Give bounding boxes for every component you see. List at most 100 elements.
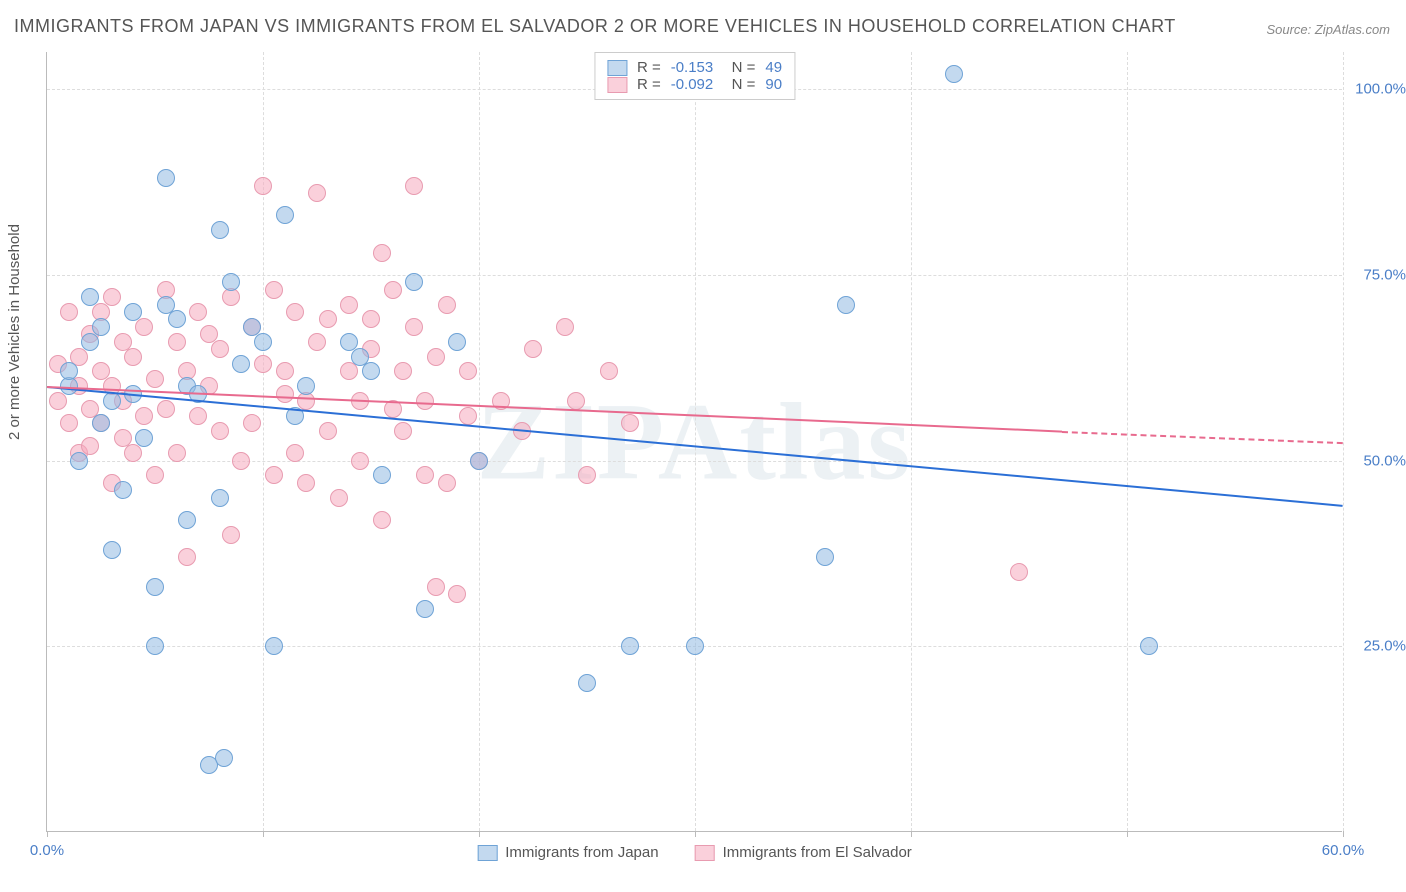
scatter-point-elsalvador (600, 362, 618, 380)
r-label: R = (637, 59, 661, 76)
r-label: R = (637, 76, 661, 93)
scatter-point-japan (211, 489, 229, 507)
scatter-point-elsalvador (232, 452, 250, 470)
scatter-point-elsalvador (340, 362, 358, 380)
n-label: N = (723, 76, 755, 93)
scatter-point-japan (146, 578, 164, 596)
y-tick-label: 75.0% (1363, 266, 1406, 283)
source-label: Source: ZipAtlas.com (1266, 22, 1390, 37)
scatter-point-japan (103, 541, 121, 559)
scatter-point-japan (114, 481, 132, 499)
scatter-point-japan (297, 377, 315, 395)
scatter-point-japan (135, 429, 153, 447)
y-tick-label: 25.0% (1363, 638, 1406, 655)
swatch-elsalvador (695, 845, 715, 861)
scatter-point-elsalvador (297, 474, 315, 492)
scatter-point-elsalvador (373, 511, 391, 529)
scatter-point-elsalvador (243, 414, 261, 432)
scatter-point-elsalvador (157, 400, 175, 418)
scatter-point-elsalvador (135, 407, 153, 425)
scatter-point-elsalvador (405, 177, 423, 195)
scatter-point-elsalvador (459, 407, 477, 425)
scatter-point-japan (103, 392, 121, 410)
y-tick-label: 100.0% (1355, 81, 1406, 98)
scatter-point-elsalvador (319, 310, 337, 328)
scatter-point-japan (1140, 637, 1158, 655)
scatter-point-elsalvador (621, 414, 639, 432)
scatter-point-elsalvador (373, 244, 391, 262)
scatter-point-japan (837, 296, 855, 314)
scatter-point-japan (578, 674, 596, 692)
scatter-point-elsalvador (394, 362, 412, 380)
scatter-point-japan (265, 637, 283, 655)
scatter-point-elsalvador (405, 318, 423, 336)
x-tick-label: 0.0% (30, 842, 64, 859)
legend-row-japan: R = -0.153 N = 49 (607, 59, 782, 76)
scatter-point-elsalvador (416, 392, 434, 410)
scatter-point-japan (945, 65, 963, 83)
scatter-point-elsalvador (427, 578, 445, 596)
scatter-point-elsalvador (103, 288, 121, 306)
scatter-point-elsalvador (124, 348, 142, 366)
scatter-point-elsalvador (49, 392, 67, 410)
scatter-point-elsalvador (524, 340, 542, 358)
scatter-point-elsalvador (556, 318, 574, 336)
scatter-point-elsalvador (276, 385, 294, 403)
scatter-point-japan (215, 749, 233, 767)
legend-label-elsalvador: Immigrants from El Salvador (723, 844, 912, 861)
r-value-elsalvador: -0.092 (671, 76, 714, 93)
scatter-point-elsalvador (254, 177, 272, 195)
scatter-point-japan (448, 333, 466, 351)
series-legend: Immigrants from Japan Immigrants from El… (477, 844, 912, 861)
scatter-point-elsalvador (189, 407, 207, 425)
scatter-point-elsalvador (459, 362, 477, 380)
scatter-point-japan (81, 288, 99, 306)
n-label: N = (723, 59, 755, 76)
scatter-point-elsalvador (319, 422, 337, 440)
scatter-point-japan (405, 273, 423, 291)
scatter-point-elsalvador (286, 444, 304, 462)
correlation-legend: R = -0.153 N = 49 R = -0.092 N = 90 (594, 52, 795, 100)
scatter-point-elsalvador (276, 362, 294, 380)
scatter-point-japan (621, 637, 639, 655)
scatter-point-elsalvador (394, 422, 412, 440)
scatter-point-elsalvador (1010, 563, 1028, 581)
chart-title: IMMIGRANTS FROM JAPAN VS IMMIGRANTS FROM… (14, 16, 1176, 37)
y-axis-label: 2 or more Vehicles in Household (6, 224, 23, 440)
legend-row-elsalvador: R = -0.092 N = 90 (607, 76, 782, 93)
scatter-point-japan (276, 206, 294, 224)
scatter-point-japan (362, 362, 380, 380)
scatter-point-elsalvador (124, 444, 142, 462)
trend-line (1062, 431, 1343, 444)
scatter-point-japan (254, 333, 272, 351)
scatter-point-japan (416, 600, 434, 618)
n-value-japan: 49 (765, 59, 782, 76)
scatter-point-japan (157, 169, 175, 187)
scatter-point-elsalvador (168, 333, 186, 351)
scatter-point-elsalvador (308, 333, 326, 351)
scatter-point-elsalvador (211, 340, 229, 358)
scatter-point-japan (373, 466, 391, 484)
scatter-point-japan (92, 414, 110, 432)
scatter-point-japan (92, 318, 110, 336)
scatter-point-elsalvador (189, 303, 207, 321)
scatter-point-elsalvador (60, 414, 78, 432)
scatter-point-elsalvador (178, 548, 196, 566)
scatter-point-japan (211, 221, 229, 239)
scatter-point-elsalvador (330, 489, 348, 507)
y-tick-label: 50.0% (1363, 452, 1406, 469)
scatter-point-japan (816, 548, 834, 566)
scatter-point-elsalvador (265, 281, 283, 299)
scatter-point-elsalvador (211, 422, 229, 440)
swatch-japan (477, 845, 497, 861)
scatter-point-japan (124, 303, 142, 321)
scatter-point-elsalvador (308, 184, 326, 202)
scatter-point-elsalvador (351, 452, 369, 470)
scatter-point-japan (81, 333, 99, 351)
scatter-point-elsalvador (60, 303, 78, 321)
scatter-point-elsalvador (438, 296, 456, 314)
scatter-point-japan (146, 637, 164, 655)
chart-plot-area: ZIPAtlas 25.0%50.0%75.0%100.0%0.0%60.0% … (46, 52, 1342, 832)
scatter-point-japan (222, 273, 240, 291)
scatter-point-elsalvador (135, 318, 153, 336)
